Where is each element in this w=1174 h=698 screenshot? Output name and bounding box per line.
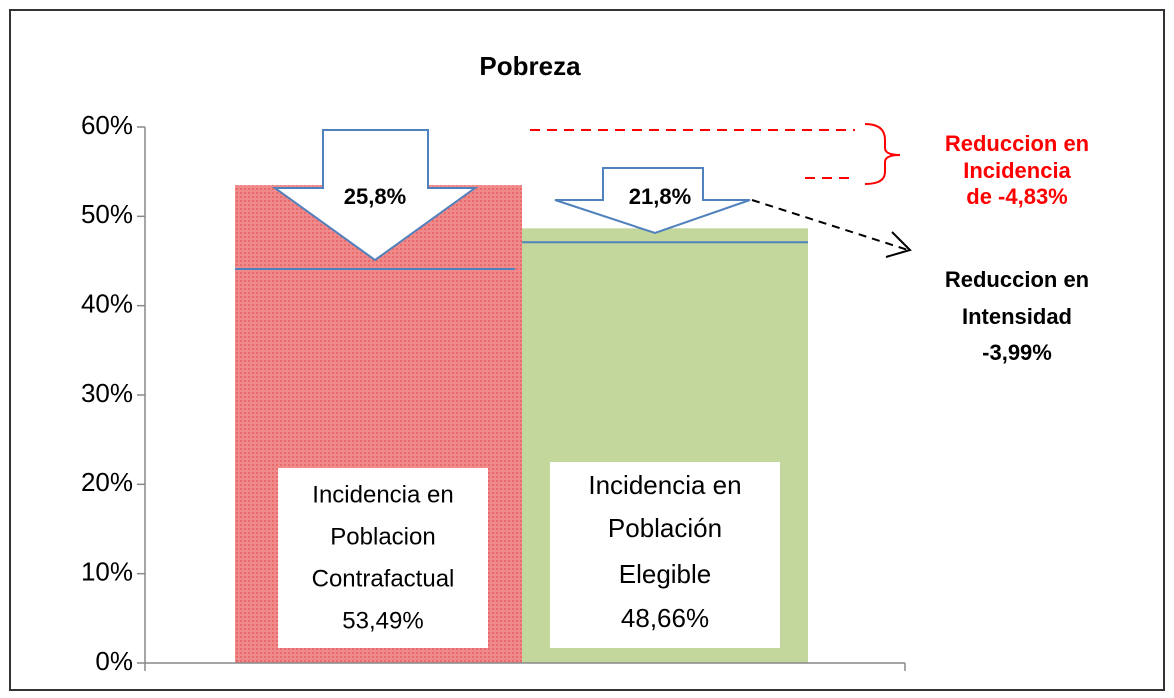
value-label: 48,66% — [621, 603, 709, 633]
category-label: Incidencia en — [312, 481, 453, 508]
category-label: Elegible — [619, 559, 712, 589]
category-label: Incidencia en — [588, 470, 741, 500]
annotation: Reduccion en — [945, 267, 1089, 292]
y-tick-label: 10% — [81, 557, 133, 587]
y-tick-label: 60% — [81, 110, 133, 140]
y-tick-label: 0% — [95, 646, 133, 676]
annotation: -3,99% — [982, 340, 1052, 365]
annotation: Intensidad — [962, 304, 1072, 329]
annotation: Reduccion en — [945, 131, 1089, 156]
arrow-head — [885, 231, 912, 258]
label-box — [550, 462, 780, 648]
arrow-label: 25,8% — [344, 184, 406, 209]
y-tick-label: 50% — [81, 199, 133, 229]
category-label: Poblacion — [330, 523, 435, 550]
y-tick-label: 40% — [81, 289, 133, 319]
value-label: 53,49% — [342, 607, 423, 634]
chart-title: Pobreza — [479, 51, 581, 81]
label-box — [278, 468, 488, 648]
annotation: Incidencia — [963, 158, 1071, 183]
arrow — [271, 129, 479, 262]
arrow-label: 21,8% — [629, 184, 691, 209]
brace — [864, 123, 901, 185]
arrow — [554, 167, 751, 235]
y-tick-label: 30% — [81, 378, 133, 408]
y-tick-label: 20% — [81, 467, 133, 497]
annotation: de -4,83% — [966, 184, 1068, 209]
category-label: Población — [608, 513, 722, 543]
category-label: Contrafactual — [312, 565, 455, 592]
